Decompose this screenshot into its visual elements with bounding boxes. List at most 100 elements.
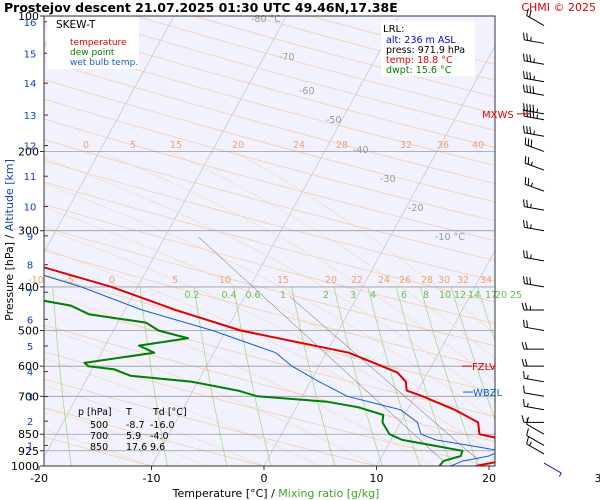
x-tick-label: 0 [261, 472, 268, 485]
y-axis-title: Pressure [hPa] / Altitude [km] [3, 159, 16, 321]
wind-barb-shaft [525, 144, 545, 152]
wind-barb-flag [532, 104, 535, 113]
wind-barb-flag [529, 54, 532, 62]
moist-adiabat [44, 408, 208, 466]
moist-adiabat-label: 5 [172, 275, 178, 286]
x-tick-label: -10 [143, 472, 161, 485]
moist-adiabat-label: 24 [378, 275, 390, 286]
wind-barb-shaft [524, 115, 545, 121]
dry-adiabat [44, 250, 495, 370]
wind-barb-flag [526, 54, 528, 62]
pressure-tick-label: 200 [18, 145, 39, 158]
x-axis-title-temperature: Temperature [°C] [172, 487, 268, 500]
wind-barb-flag [523, 319, 525, 328]
wind-barb [523, 32, 545, 44]
wind-barb-flag [521, 302, 525, 311]
table-cell: 700 [90, 431, 108, 442]
wind-barb-half-flag [530, 224, 532, 229]
wind-barb [526, 436, 545, 455]
wind-barb-half-flag [558, 472, 562, 477]
mixing-ratio-label: 2 [323, 290, 329, 301]
wind-barb-flag [529, 126, 532, 134]
wind-barb-half-flag [530, 161, 534, 166]
theta-label: 32 [400, 140, 412, 151]
altitude-tick-label: 3 [27, 393, 33, 404]
table-header: T [125, 407, 132, 418]
wind-barb-flag [523, 108, 525, 117]
wind-barb [523, 70, 545, 83]
wind-barb-flag [523, 53, 525, 61]
profiles [44, 236, 495, 466]
wind-barb-flag [526, 8, 529, 16]
wind-barb-half-flag [533, 58, 535, 63]
altitude-tick-label: 8 [27, 261, 33, 272]
wind-barb-flag [523, 32, 525, 40]
info-box-line: alt: 236 m ASL [386, 35, 456, 46]
info-box [381, 21, 475, 76]
x-tick-label: 20 [482, 472, 496, 485]
wind-barb-shaft [525, 162, 545, 171]
wind-barb-shaft [524, 282, 545, 288]
wind-barb [523, 103, 545, 115]
moist-adiabat-label: 28 [421, 275, 433, 286]
mixing-ratio-label: 14 [468, 290, 480, 301]
legend-box [47, 17, 139, 69]
y-axis-title-pressure: Pressure [hPa] [3, 242, 16, 321]
x-tick-label: -20 [30, 472, 48, 485]
altitude-tick-label: 4 [27, 368, 33, 379]
dry-adiabat [44, 274, 495, 393]
moist-adiabat-label: 34 [480, 275, 492, 286]
wind-barb-shaft [524, 206, 545, 211]
wind-barb-half-flag [530, 182, 534, 187]
wind-barb-flag [524, 155, 527, 164]
dry-adiabat [44, 98, 495, 222]
pressure-tick-label: 400 [18, 281, 39, 294]
wind-barb-flag [523, 399, 525, 407]
mixing-ratio-label: 0.6 [245, 290, 260, 301]
x-axis-title-mixing-ratio: Mixing ratio [g/kg] [278, 487, 379, 500]
wind-barb [523, 219, 545, 232]
wind-barb-flag [523, 219, 525, 228]
wind-barb-half-flag [526, 374, 529, 379]
wind-barb-flag [529, 72, 532, 80]
isotherm-line [44, 16, 287, 458]
wind-barb [523, 399, 545, 411]
table-header: Td [°C] [152, 407, 187, 418]
wind-barb-shaft [524, 132, 545, 137]
wind-barb-flag [526, 428, 529, 436]
wind-barb-flag [526, 199, 528, 208]
wind-barb-shaft [524, 39, 545, 44]
wind-barb [526, 417, 545, 435]
altitude-tick-label: 7 [27, 288, 33, 299]
altitude-tick-label: 5 [27, 342, 33, 353]
wind-barb-shaft [543, 462, 562, 474]
pressure-tick-label: 1000 [11, 460, 39, 473]
isotherm-label: -40 [353, 145, 369, 156]
wind-barb-flag [526, 250, 528, 258]
wind-barb [524, 176, 545, 192]
wind-barb-shaft [524, 226, 545, 232]
mixing-ratio-label: 12 [454, 290, 466, 301]
wind-barb-shaft [524, 256, 545, 262]
wind-barb-flag [530, 139, 533, 147]
series-line-wet-bulb-temp- [44, 274, 495, 466]
info-box-line: temp: 18.8 °C [386, 55, 453, 66]
moist-adiabat-label: -5 [64, 275, 73, 286]
wind-barb-flag [526, 33, 528, 41]
mixing-ratio-label: 1 [280, 290, 286, 301]
wind-barb-half-flag [529, 441, 532, 446]
wbzl-label: WBZL [473, 388, 503, 399]
isotherm-label: -30 [380, 174, 396, 185]
info-box-title: LRL: [383, 24, 404, 35]
altitude-tick-label: 15 [24, 49, 37, 60]
mixing-ratio-label: 8 [423, 290, 429, 301]
pressure-tick-label: 600 [18, 360, 39, 373]
isotherm-label: -60 [299, 86, 315, 97]
wind-barb-shaft [524, 109, 545, 115]
wind-barb-flag [524, 359, 528, 367]
x-tick-label: 10 [370, 472, 384, 485]
wind-barb-shaft [526, 423, 545, 435]
wind-barb-shaft [524, 377, 545, 383]
moist-adiabat [44, 429, 152, 466]
